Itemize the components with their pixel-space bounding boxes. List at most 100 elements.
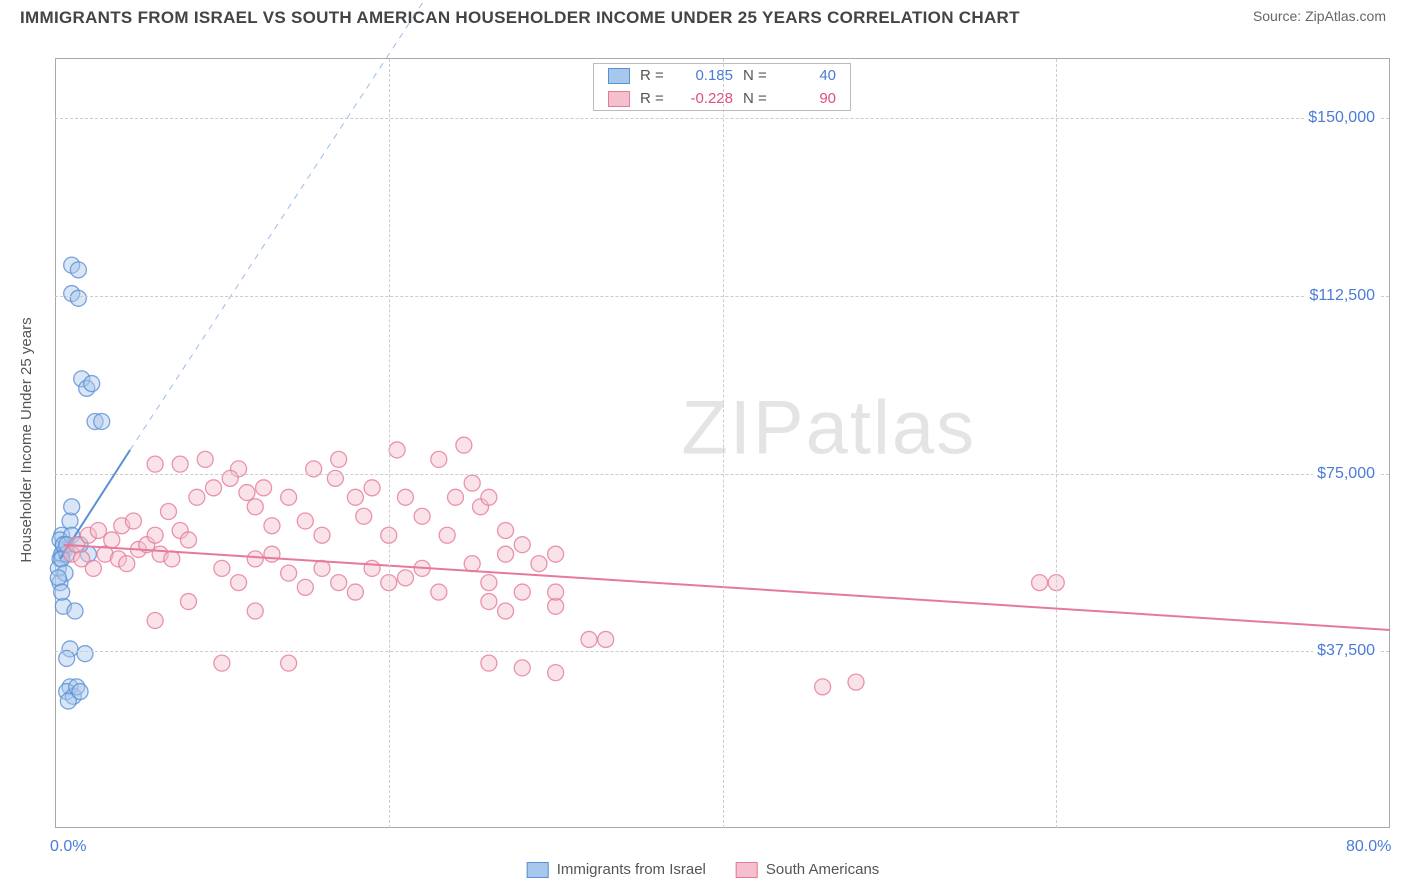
scatter-point bbox=[498, 546, 514, 562]
scatter-point bbox=[189, 489, 205, 505]
scatter-point bbox=[147, 613, 163, 629]
chart-title: IMMIGRANTS FROM ISRAEL VS SOUTH AMERICAN… bbox=[20, 8, 1020, 28]
y-tick-label: $112,500 bbox=[1305, 287, 1379, 305]
scatter-point bbox=[331, 451, 347, 467]
scatter-point bbox=[498, 522, 514, 538]
scatter-point bbox=[70, 290, 86, 306]
swatch-pink bbox=[736, 862, 758, 878]
scatter-point bbox=[364, 560, 380, 576]
scatter-point bbox=[147, 527, 163, 543]
legend-item-1: South Americans bbox=[736, 861, 879, 878]
scatter-point bbox=[347, 489, 363, 505]
r-value-1: -0.228 bbox=[678, 90, 733, 107]
scatter-point bbox=[264, 546, 280, 562]
scatter-point bbox=[90, 522, 106, 538]
scatter-point bbox=[181, 594, 197, 610]
scatter-point bbox=[247, 551, 263, 567]
r-label: R = bbox=[640, 90, 668, 107]
scatter-point bbox=[815, 679, 831, 695]
scatter-point bbox=[125, 513, 141, 529]
scatter-point bbox=[59, 650, 75, 666]
scatter-point bbox=[581, 631, 597, 647]
scatter-point bbox=[84, 376, 100, 392]
scatter-point bbox=[481, 575, 497, 591]
grid-v bbox=[723, 59, 724, 828]
scatter-point bbox=[181, 532, 197, 548]
scatter-point bbox=[548, 546, 564, 562]
scatter-point bbox=[598, 631, 614, 647]
scatter-point bbox=[77, 646, 93, 662]
n-value-0: 40 bbox=[781, 67, 836, 84]
scatter-point bbox=[62, 513, 78, 529]
scatter-point bbox=[119, 556, 135, 572]
n-label: N = bbox=[743, 90, 771, 107]
scatter-point bbox=[50, 570, 66, 586]
scatter-point bbox=[214, 655, 230, 671]
scatter-point bbox=[481, 594, 497, 610]
grid-v bbox=[389, 59, 390, 828]
swatch-blue bbox=[527, 862, 549, 878]
scatter-point bbox=[431, 451, 447, 467]
scatter-point bbox=[281, 565, 297, 581]
scatter-point bbox=[431, 584, 447, 600]
scatter-point bbox=[281, 655, 297, 671]
scatter-point bbox=[197, 451, 213, 467]
source-label: Source: ZipAtlas.com bbox=[1253, 8, 1386, 24]
scatter-point bbox=[514, 660, 530, 676]
scatter-point bbox=[85, 560, 101, 576]
scatter-point bbox=[256, 480, 272, 496]
scatter-point bbox=[347, 584, 363, 600]
scatter-point bbox=[214, 560, 230, 576]
y-tick-label: $150,000 bbox=[1304, 109, 1379, 127]
scatter-point bbox=[364, 480, 380, 496]
scatter-point bbox=[514, 537, 530, 553]
bottom-legend: Immigrants from Israel South Americans bbox=[527, 861, 880, 878]
scatter-point bbox=[481, 489, 497, 505]
r-value-0: 0.185 bbox=[678, 67, 733, 84]
scatter-point bbox=[314, 527, 330, 543]
scatter-point bbox=[164, 551, 180, 567]
y-tick-label: $37,500 bbox=[1313, 642, 1379, 660]
x-tick-label: 0.0% bbox=[50, 838, 86, 856]
scatter-point bbox=[247, 499, 263, 515]
chart-area: ZIPatlas R = 0.185 N = 40 R = -0.228 N =… bbox=[55, 58, 1390, 828]
n-label: N = bbox=[743, 67, 771, 84]
scatter-point bbox=[439, 527, 455, 543]
scatter-point bbox=[356, 508, 372, 524]
scatter-point bbox=[147, 456, 163, 472]
swatch-blue bbox=[608, 68, 630, 84]
scatter-point bbox=[1032, 575, 1048, 591]
title-bar: IMMIGRANTS FROM ISRAEL VS SOUTH AMERICAN… bbox=[0, 0, 1406, 32]
scatter-point bbox=[548, 584, 564, 600]
scatter-point bbox=[247, 603, 263, 619]
scatter-point bbox=[448, 489, 464, 505]
scatter-point bbox=[206, 480, 222, 496]
legend-label-0: Immigrants from Israel bbox=[557, 861, 706, 878]
scatter-point bbox=[464, 556, 480, 572]
scatter-point bbox=[548, 665, 564, 681]
y-axis-title: Householder Income Under 25 years bbox=[18, 317, 35, 562]
trend-line-dashed bbox=[130, 0, 455, 450]
scatter-point bbox=[94, 413, 110, 429]
scatter-point bbox=[314, 560, 330, 576]
scatter-point bbox=[54, 584, 70, 600]
scatter-point bbox=[67, 603, 83, 619]
scatter-point bbox=[160, 504, 176, 520]
scatter-point bbox=[70, 262, 86, 278]
scatter-point bbox=[239, 485, 255, 501]
trend-line bbox=[63, 545, 1390, 630]
scatter-point bbox=[264, 518, 280, 534]
scatter-point bbox=[231, 575, 247, 591]
r-label: R = bbox=[640, 67, 668, 84]
scatter-point bbox=[498, 603, 514, 619]
n-value-1: 90 bbox=[781, 90, 836, 107]
scatter-point bbox=[389, 442, 405, 458]
scatter-point bbox=[72, 684, 88, 700]
scatter-point bbox=[414, 508, 430, 524]
scatter-point bbox=[514, 584, 530, 600]
scatter-point bbox=[331, 575, 347, 591]
y-tick-label: $75,000 bbox=[1313, 465, 1379, 483]
scatter-point bbox=[281, 489, 297, 505]
legend-item-0: Immigrants from Israel bbox=[527, 861, 706, 878]
scatter-point bbox=[297, 579, 313, 595]
